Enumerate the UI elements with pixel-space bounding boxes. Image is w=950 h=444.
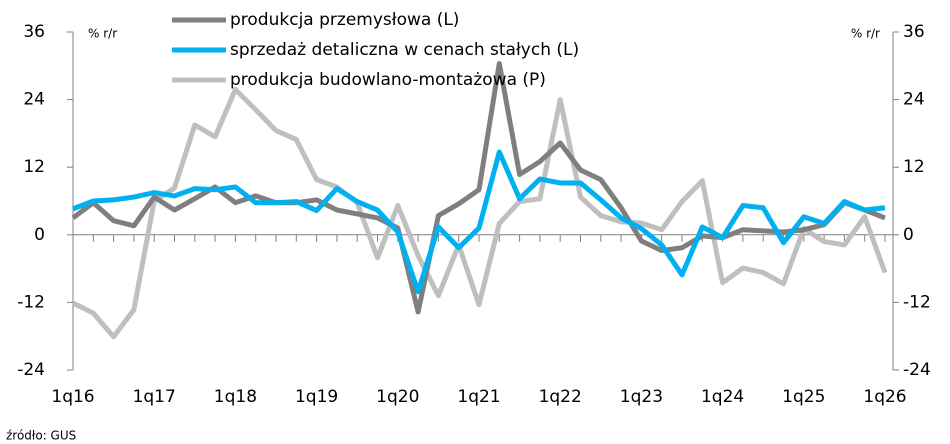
series-line: [72, 149, 886, 295]
y2-tick-label: -12: [903, 292, 931, 312]
x-tick-label: 1q26: [863, 387, 906, 407]
y-tick-label: 12: [23, 157, 45, 177]
x-tick-label: 1q21: [457, 387, 500, 407]
y2-tick-label: 24: [903, 90, 925, 110]
x-tick-label: 1q18: [214, 387, 257, 407]
y-tick-label: 36: [23, 22, 45, 42]
y-tick-label: 24: [23, 90, 45, 110]
source: źródło: GUS: [6, 429, 76, 443]
x-tick-label: 1q22: [539, 387, 582, 407]
legend-label: sprzedaż detaliczna w cenach stałych (L): [230, 40, 579, 60]
x-tick-label: 1q23: [620, 387, 663, 407]
y-axis-label: % r/r: [88, 27, 117, 41]
series-line: [71, 86, 888, 340]
y-tick-label: -24: [17, 360, 45, 380]
y2-tick-label: 36: [903, 22, 925, 42]
y2-tick-label: 0: [903, 225, 914, 245]
x-tick-label: 1q25: [782, 387, 825, 407]
x-tick-label: 1q24: [701, 387, 744, 407]
x-tick-label: 1q17: [133, 387, 176, 407]
x-tick-label: 1q16: [51, 387, 94, 407]
legend-label: produkcja budowlano-montażowa (P): [230, 70, 546, 90]
y2-tick-label: 12: [903, 157, 925, 177]
y2-tick-label: -24: [903, 360, 931, 380]
legend-label: produkcja przemysłowa (L): [230, 10, 459, 30]
y-tick-label: 0: [34, 225, 45, 245]
x-tick-label: 1q19: [295, 387, 338, 407]
x-tick-label: 1q20: [376, 387, 419, 407]
y2-axis-label: % r/r: [851, 27, 880, 41]
y-tick-label: -12: [17, 292, 45, 312]
